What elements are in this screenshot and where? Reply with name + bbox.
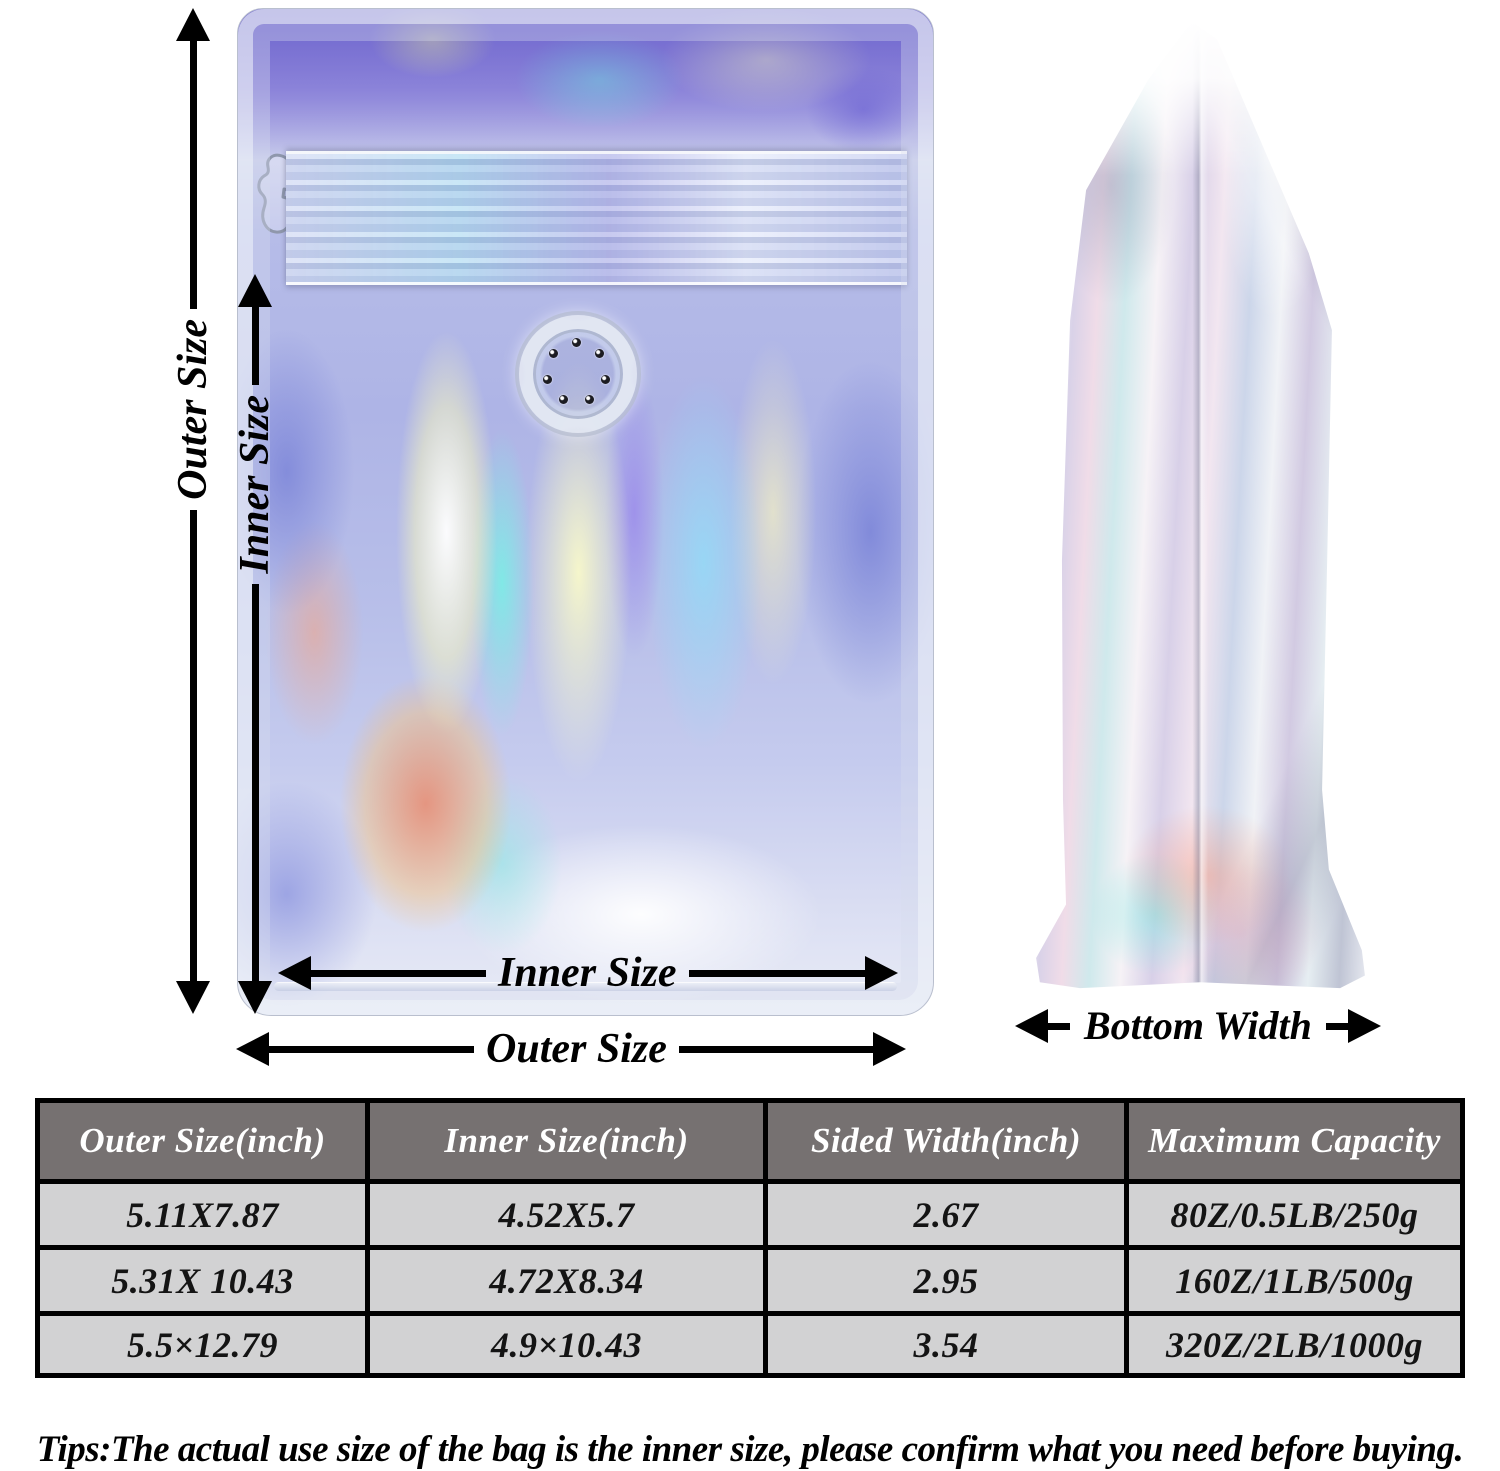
- arrowhead-up-icon: [176, 8, 210, 41]
- valve-dot: [572, 338, 581, 347]
- bottom-width-label: Bottom Width: [1084, 1003, 1312, 1048]
- table-header-inner-size: Inner Size(inch): [370, 1103, 763, 1179]
- valve-dot: [585, 395, 594, 404]
- arrowhead-left-icon: [278, 956, 311, 990]
- size-table: Outer Size(inch) Inner Size(inch) Sided …: [35, 1098, 1465, 1378]
- valve-dot: [595, 349, 604, 358]
- arrowhead-down-icon: [238, 981, 272, 1014]
- outer-size-horizontal-label: Outer Size: [486, 1026, 667, 1072]
- table-cell: 4.9×10.43: [370, 1316, 763, 1373]
- table-cell: 2.95: [768, 1250, 1124, 1311]
- side-bag-photo: [1036, 21, 1365, 989]
- table-cell: 5.31X 10.43: [40, 1250, 365, 1311]
- bottom-width-arrow: Bottom Width: [1015, 1003, 1383, 1049]
- outer-size-horizontal-arrow: Outer Size: [236, 1026, 906, 1072]
- arrowhead-left-icon: [236, 1032, 269, 1066]
- table-cell: 2.67: [768, 1184, 1124, 1245]
- table-header-outer-size: Outer Size(inch): [40, 1103, 365, 1179]
- arrow-line: [1048, 1022, 1070, 1030]
- table-header-sided-width: Sided Width(inch): [768, 1103, 1124, 1179]
- table-cell: 4.52X5.7: [370, 1184, 763, 1245]
- tips-text: Tips:The actual use size of the bag is t…: [36, 1429, 1464, 1470]
- arrow-line: [251, 583, 259, 981]
- arrow-line: [311, 969, 486, 977]
- table-cell: 160Z/1LB/500g: [1129, 1250, 1460, 1311]
- table-header-maximum-capacity: Maximum Capacity: [1129, 1103, 1460, 1179]
- table-cell: 5.11X7.87: [40, 1184, 365, 1245]
- front-bag-photo: [237, 8, 934, 1016]
- zipper-seal: [286, 151, 907, 285]
- degassing-valve: [519, 315, 637, 433]
- arrow-line: [1325, 1022, 1348, 1030]
- arrowhead-up-icon: [238, 274, 272, 307]
- arrow-line: [251, 307, 259, 385]
- table-cell: 320Z/2LB/1000g: [1129, 1316, 1460, 1373]
- table-cell: 5.5×12.79: [40, 1316, 365, 1373]
- valve-dot: [601, 375, 610, 384]
- arrow-line: [189, 41, 197, 309]
- table-cell: 80Z/0.5LB/250g: [1129, 1184, 1460, 1245]
- inner-size-horizontal-label: Inner Size: [498, 950, 677, 996]
- arrowhead-right-icon: [873, 1032, 906, 1066]
- bottom-seal-line: [274, 982, 897, 991]
- table-cell: 4.72X8.34: [370, 1250, 763, 1311]
- arrowhead-left-icon: [1015, 1009, 1048, 1043]
- arrowhead-right-icon: [865, 956, 898, 990]
- arrow-line: [189, 509, 197, 981]
- arrow-line: [269, 1045, 474, 1053]
- arrowhead-right-icon: [1347, 1009, 1381, 1043]
- outer-size-vertical-arrow: Outer Size: [170, 8, 216, 1014]
- table-cell: 3.54: [768, 1316, 1124, 1373]
- outer-size-vertical-label: Outer Size: [170, 319, 216, 500]
- inner-size-vertical-label: Inner Size: [232, 395, 278, 574]
- arrow-line: [678, 1045, 873, 1053]
- valve-dot: [559, 395, 568, 404]
- arrowhead-down-icon: [176, 981, 210, 1014]
- inner-size-vertical-arrow: Inner Size: [232, 274, 278, 1014]
- arrow-line: [688, 969, 865, 977]
- inner-size-horizontal-arrow: Inner Size: [278, 950, 898, 996]
- valve-dot: [543, 375, 552, 384]
- valve-dot: [549, 349, 558, 358]
